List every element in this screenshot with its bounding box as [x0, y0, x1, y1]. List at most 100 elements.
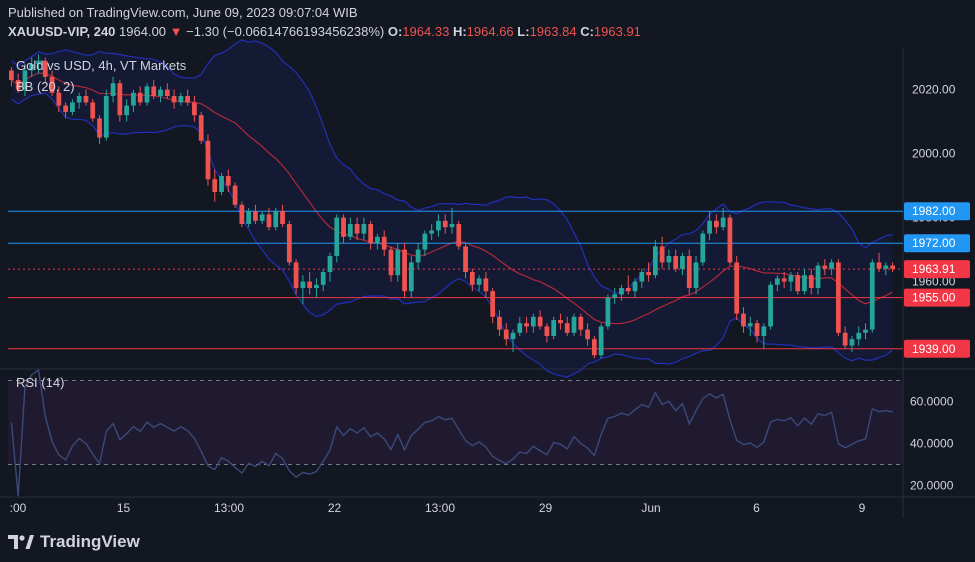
change-arrow-icon: ▼: [169, 24, 183, 39]
candle-body: [700, 233, 706, 263]
candle-body: [619, 288, 624, 295]
price-tick-label: 1960.00: [912, 275, 956, 289]
symbol-name[interactable]: XAUUSD-VIP, 240: [8, 24, 116, 39]
candle-body: [117, 83, 123, 116]
candle-body: [22, 70, 28, 90]
candle-body: [286, 224, 292, 263]
candle-body: [863, 329, 868, 333]
candle-body: [341, 217, 346, 237]
candle-body: [605, 297, 611, 327]
time-tick-label: 13:00: [425, 501, 455, 515]
tradingview-brand: TradingView: [40, 532, 140, 551]
level-tag-box: [904, 202, 970, 221]
candle-body: [578, 316, 584, 330]
candle-body: [90, 102, 96, 119]
candle-body: [56, 92, 62, 106]
candle-body: [381, 236, 387, 250]
candle-body: [876, 262, 882, 269]
candle-body: [754, 323, 760, 336]
low-label: L:: [517, 24, 530, 39]
candle-body: [131, 92, 136, 106]
high-value: 1964.66: [466, 24, 514, 39]
tradingview-logo[interactable]: TradingView: [8, 532, 140, 552]
candle-body: [327, 256, 333, 272]
candle-body: [15, 80, 21, 90]
candle-body: [320, 272, 326, 285]
candle-body: [144, 86, 150, 103]
bb-upper-line: [11, 39, 893, 294]
level-price-tag-0: 1982.00: [904, 202, 970, 221]
candle-body: [178, 96, 184, 103]
published-note: Published on TradingView.com, June 09, 2…: [8, 5, 358, 20]
candle-body: [883, 265, 889, 269]
candle-body: [707, 220, 712, 234]
time-tick-label: 22: [328, 501, 342, 515]
candle-body: [646, 272, 651, 276]
candle-body: [219, 176, 224, 192]
candle-body: [314, 284, 319, 288]
time-tick-label: 13:00: [214, 501, 244, 515]
candle-body: [97, 118, 102, 138]
level-tag-box: [904, 234, 970, 253]
candle-body: [239, 204, 245, 224]
price-tick-label: 2020.00: [912, 83, 956, 97]
bb-legend[interactable]: BB (20, 2): [16, 79, 75, 94]
level-price-tag-3: 1955.00: [904, 288, 970, 307]
candle-body: [402, 249, 407, 292]
candle-body: [510, 332, 516, 340]
level-price-tag-2: 1963.91: [904, 260, 970, 279]
candle-body: [253, 211, 258, 221]
candle-body: [503, 329, 509, 340]
candle-body: [185, 96, 191, 103]
candle-body: [598, 326, 604, 356]
candle-body: [436, 220, 441, 231]
candle-body: [449, 224, 455, 228]
candle-body: [673, 256, 679, 269]
candle-body: [856, 332, 862, 340]
candle-body: [768, 284, 773, 327]
candle-body: [781, 278, 787, 282]
candle-body: [273, 211, 279, 228]
candle-body: [280, 211, 285, 224]
candle-body: [469, 272, 475, 285]
candle-body: [246, 211, 252, 224]
candle-body: [591, 339, 597, 356]
candle-body: [42, 60, 48, 77]
candle-body: [266, 214, 272, 228]
candle-body: [259, 214, 265, 221]
tradingview-logo-icon: [8, 535, 34, 549]
candle-body: [517, 323, 523, 333]
rsi-legend[interactable]: RSI (14): [16, 375, 65, 390]
candle-body: [551, 320, 557, 336]
candle-body: [632, 281, 638, 292]
candle-body: [151, 86, 157, 96]
level-price-tag-1: 1972.00: [904, 234, 970, 253]
candle-body: [36, 60, 41, 64]
candle-body: [164, 89, 170, 96]
candle-body: [815, 265, 821, 288]
candle-body: [408, 262, 414, 292]
candle-body: [76, 96, 82, 103]
close-value: 1963.91: [593, 24, 641, 39]
candle-body: [9, 70, 14, 80]
candle-body: [29, 64, 35, 71]
level-tag-box: [904, 288, 970, 307]
candle-body: [347, 224, 353, 237]
chart-title: Gold vs USD, 4h, VT Markets: [16, 58, 187, 73]
last-price: 1964.00: [119, 24, 167, 39]
candle-body: [741, 313, 746, 327]
candle-body: [463, 246, 468, 272]
candle-body: [836, 262, 841, 333]
candle-body: [788, 275, 794, 282]
candle-body: [307, 281, 313, 288]
candle-body: [63, 105, 68, 112]
time-tick-label: 9: [859, 501, 866, 515]
open-label: O:: [387, 24, 403, 39]
candle-body: [625, 288, 631, 292]
candle-body: [429, 230, 435, 234]
chart-header: Published on TradingView.com, June 09, 2…: [0, 0, 975, 48]
candle-body: [558, 320, 563, 324]
candle-body: [49, 76, 55, 93]
rsi-tick-label: 60.0000: [910, 395, 954, 409]
